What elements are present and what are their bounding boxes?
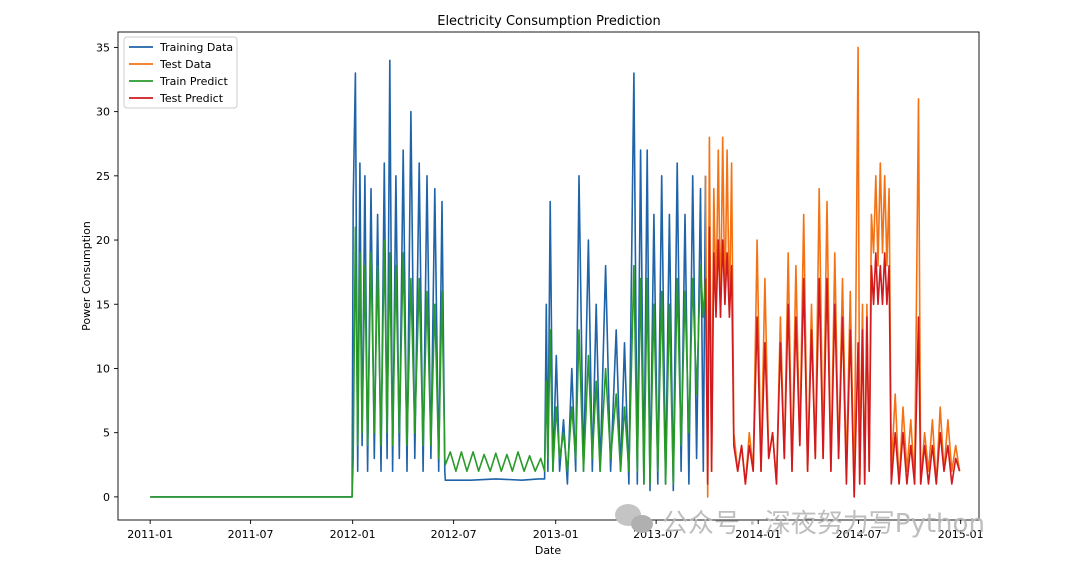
y-tick-label: 25 xyxy=(96,170,110,183)
watermark: 公众号 · 深夜努力写Python xyxy=(615,504,985,539)
series-line-2 xyxy=(150,226,707,498)
watermark-text: 公众号 · 深夜努力写Python xyxy=(662,509,985,539)
x-axis-label: Date xyxy=(535,544,562,557)
chart-title: Electricity Consumption Prediction xyxy=(437,14,661,29)
series-layer xyxy=(150,46,961,498)
legend-label: Test Data xyxy=(159,58,211,71)
y-tick-label: 0 xyxy=(103,491,110,504)
legend: Training Data Test Data Train Predict Test … xyxy=(123,36,238,109)
x-tick-label: 2011-01 xyxy=(127,528,173,541)
y-tick-label: 15 xyxy=(96,298,110,311)
y-tick-label: 35 xyxy=(96,41,110,54)
y-axis-label: Power Consumption xyxy=(80,221,93,331)
y-tick-label: 10 xyxy=(96,362,110,375)
legend-box xyxy=(123,36,238,109)
x-axis: 2011-01 2011-07 2012-01 2012-07 2013-01 2013-… xyxy=(127,520,984,541)
y-tick-label: 5 xyxy=(103,427,110,440)
series-line-3 xyxy=(704,226,961,498)
x-tick-label: 2011-07 xyxy=(228,528,274,541)
legend-label: Train Predict xyxy=(159,75,228,88)
legend-label: Training Data xyxy=(159,41,233,54)
x-tick-label: 2012-01 xyxy=(330,528,376,541)
x-tick-label: 2013-01 xyxy=(533,528,579,541)
y-tick-label: 20 xyxy=(96,234,110,247)
y-axis: 0 5 10 15 20 25 30 35 xyxy=(96,41,118,504)
x-tick-label: 2015-01 xyxy=(938,528,984,541)
legend-label: Test Predict xyxy=(159,92,224,105)
wechat-icon xyxy=(615,504,653,533)
x-tick-label: 2014-01 xyxy=(735,528,781,541)
x-tick-label: 2014-07 xyxy=(836,528,882,541)
plot-frame xyxy=(117,31,980,521)
x-tick-label: 2012-07 xyxy=(431,528,477,541)
y-tick-label: 30 xyxy=(96,106,110,119)
